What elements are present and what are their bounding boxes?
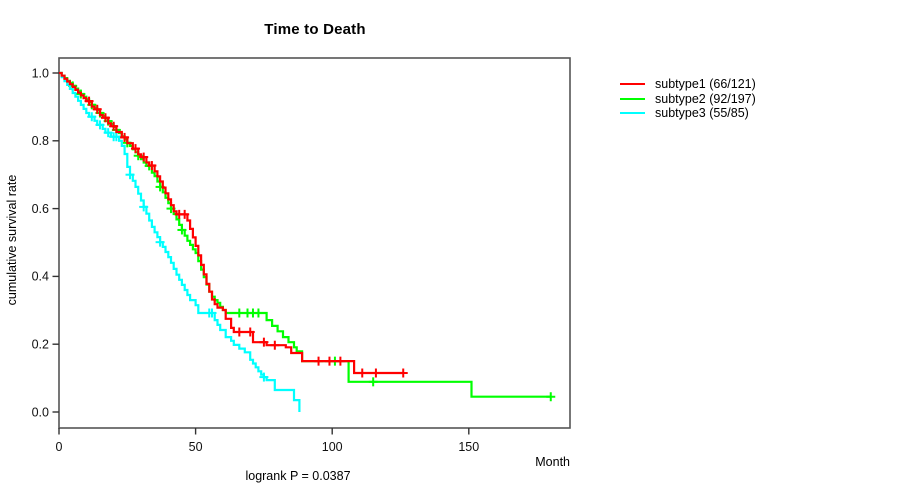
censor-marks-subtype1	[84, 96, 408, 378]
legend-row-subtype1: subtype1 (66/121)	[620, 77, 756, 92]
legend: subtype1 (66/121) subtype2 (92/197) subt…	[620, 77, 756, 121]
y-tick-label: 0.8	[32, 134, 49, 148]
censor-marks-subtype2	[68, 81, 556, 402]
y-tick-label: 0.0	[32, 405, 49, 419]
x-tick-label: 150	[458, 440, 479, 454]
y-tick-label: 1.0	[32, 66, 49, 80]
legend-label-subtype2: subtype2 (92/197)	[655, 91, 756, 106]
censor-marks-subtype3	[87, 112, 269, 382]
series-subtype1	[59, 71, 408, 378]
legend-row-subtype2: subtype2 (92/197)	[620, 92, 756, 107]
y-tick-label: 0.6	[32, 202, 49, 216]
y-tick-label: 0.2	[32, 338, 49, 352]
x-tick-label: 100	[322, 440, 343, 454]
x-tick-label: 50	[189, 440, 203, 454]
legend-line-subtype3	[620, 112, 645, 115]
x-axis-label: Month	[535, 455, 570, 469]
y-axis-label: cumulative survival rate	[5, 174, 19, 306]
axes: 0 50 100 150 0.0 0.2 0.4 0.6 0.8 1.0	[32, 57, 571, 454]
series-subtype3	[59, 71, 301, 412]
logrank-annotation: logrank P = 0.0387	[245, 469, 351, 483]
series-subtype2	[59, 71, 556, 402]
x-tick-label: 0	[56, 440, 63, 454]
legend-label-subtype3: subtype3 (55/85)	[655, 106, 749, 121]
chart-title: Time to Death	[264, 21, 366, 38]
legend-row-subtype3: subtype3 (55/85)	[620, 106, 756, 121]
legend-label-subtype1: subtype1 (66/121)	[655, 77, 756, 92]
legend-line-subtype1	[620, 83, 645, 86]
legend-line-subtype2	[620, 97, 645, 100]
y-tick-label: 0.4	[32, 270, 49, 284]
